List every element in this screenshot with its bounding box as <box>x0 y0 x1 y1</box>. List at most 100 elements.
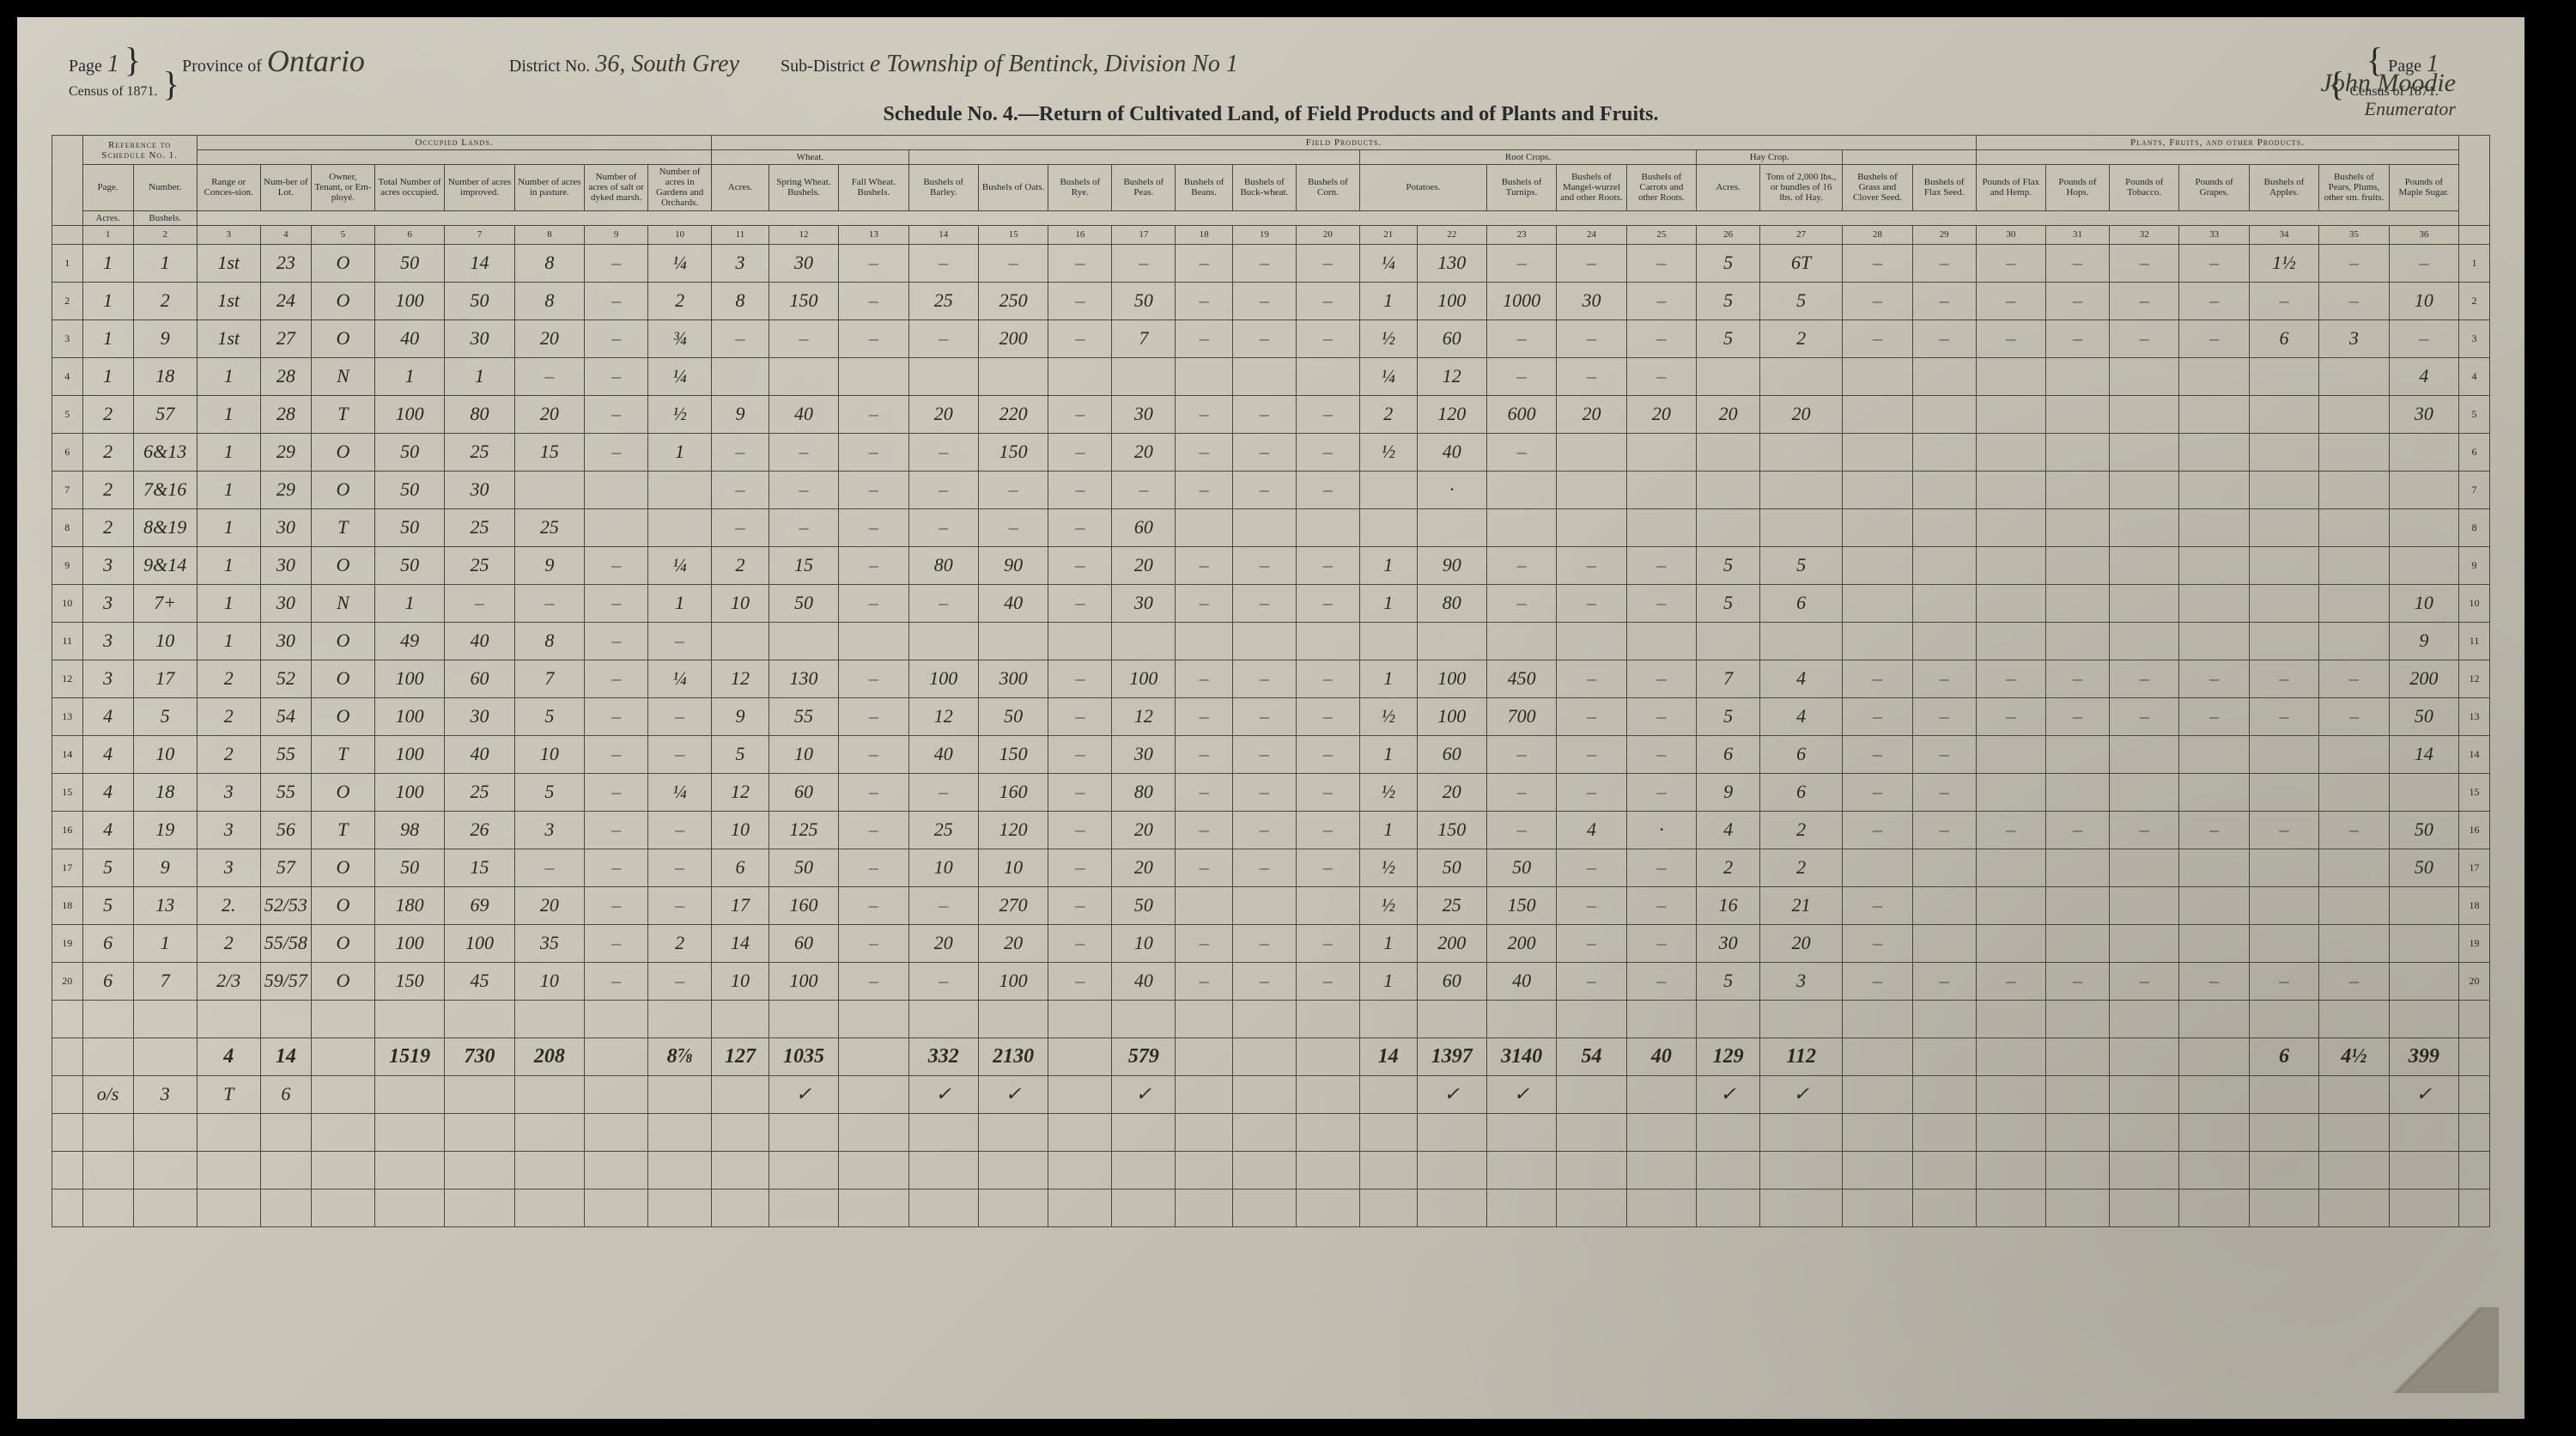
cell: – <box>1176 735 1233 773</box>
cell <box>2046 357 2110 395</box>
cell: 5 <box>1697 546 1760 584</box>
cell: 1 <box>82 319 133 357</box>
col-number: 27 <box>1760 225 1843 244</box>
cell: – <box>2110 697 2179 735</box>
cell <box>1697 357 1760 395</box>
cell: 2 <box>82 508 133 546</box>
table-row: 185132.52/53O1806920––17160––270–50½2515… <box>52 886 2490 924</box>
cell: – <box>1048 697 1112 735</box>
cell: 1 <box>133 924 197 962</box>
cell: – <box>839 697 908 735</box>
cell: 3 <box>197 773 260 811</box>
cell: 30 <box>1112 584 1176 622</box>
cell: – <box>1557 773 1626 811</box>
cell: – <box>1486 244 1556 282</box>
row-index-left: 15 <box>52 773 83 811</box>
cell: – <box>1176 811 1233 849</box>
cell: 100 <box>374 282 444 319</box>
cell: 29 <box>260 433 311 471</box>
table-row: 1961255/58O10010035–21460–2020–10–––1200… <box>52 924 2490 962</box>
check-cell <box>374 1075 444 1113</box>
cell: O <box>311 622 374 660</box>
cell: – <box>839 735 908 773</box>
cell: 8 <box>514 244 584 282</box>
cell: 30 <box>1112 395 1176 433</box>
cell: O <box>311 773 374 811</box>
cell <box>2110 924 2179 962</box>
cell <box>2046 584 2110 622</box>
cell: – <box>1843 244 1912 282</box>
cell: 25 <box>445 508 514 546</box>
cell: 20 <box>908 395 978 433</box>
cell: ¼ <box>648 546 712 584</box>
cell: 150 <box>374 962 444 1000</box>
col-h: Pounds of Grapes. <box>2179 165 2249 210</box>
col-h: Bushels of Pears, Plums, other sm. fruit… <box>2319 165 2389 210</box>
cell <box>2179 924 2249 962</box>
cell: 54 <box>260 697 311 735</box>
cell: 3 <box>82 584 133 622</box>
cell <box>1557 433 1626 471</box>
cell: 9 <box>1697 773 1760 811</box>
check-cell: ✓ <box>769 1075 838 1113</box>
cell: 160 <box>769 886 838 924</box>
cell <box>2110 508 2179 546</box>
cell: 13 <box>133 886 197 924</box>
cell: – <box>2249 282 2318 319</box>
cell <box>2110 584 2179 622</box>
col-number: 23 <box>1486 225 1556 244</box>
table-row: 16419356T98263––10125–25120–20–––1150–4·… <box>52 811 2490 849</box>
cell: – <box>1048 773 1112 811</box>
cell: 12 <box>712 660 769 697</box>
cell: 12 <box>908 697 978 735</box>
col-h: Bushels of Grass and Clover Seed. <box>1843 165 1912 210</box>
cell: – <box>1232 395 1296 433</box>
cell: – <box>1486 773 1556 811</box>
cell <box>769 622 838 660</box>
cell: – <box>1048 471 1112 508</box>
cell: N <box>311 357 374 395</box>
cell <box>1557 622 1626 660</box>
cell: – <box>1912 282 1976 319</box>
cell: – <box>514 849 584 886</box>
cell: – <box>585 395 648 433</box>
cell: 1 <box>1359 282 1417 319</box>
cell: 12 <box>1112 697 1176 735</box>
cell <box>1976 584 2045 622</box>
cell <box>1976 471 2045 508</box>
col-number: 34 <box>2249 225 2318 244</box>
blank-row <box>52 1113 2490 1151</box>
cell: T <box>311 395 374 433</box>
cell: 9 <box>712 395 769 433</box>
cell: 40 <box>445 622 514 660</box>
cell: 5 <box>133 697 197 735</box>
cell: – <box>585 811 648 849</box>
cell: 50 <box>2389 849 2458 886</box>
cell <box>978 622 1048 660</box>
cell: – <box>1232 697 1296 735</box>
cell: – <box>1232 962 1296 1000</box>
cell: 50 <box>374 244 444 282</box>
brace-icon: { <box>2366 52 2383 69</box>
cell <box>1843 546 1912 584</box>
cell: 100 <box>1112 660 1176 697</box>
cell <box>1557 508 1626 546</box>
cell: – <box>1296 924 1359 962</box>
cell: 1 <box>197 395 260 433</box>
cell: 1 <box>197 546 260 584</box>
cell: 3 <box>514 811 584 849</box>
cell: 10 <box>1112 924 1176 962</box>
cell: – <box>1048 395 1112 433</box>
cell: – <box>1176 471 1233 508</box>
table-row: 727&16129O5030––––––––––·7 <box>52 471 2490 508</box>
total-cell: 129 <box>1697 1037 1760 1075</box>
check-cell: o/s <box>82 1075 133 1113</box>
cell: – <box>2179 962 2249 1000</box>
cell <box>1296 357 1359 395</box>
cell: – <box>839 773 908 811</box>
table-row: 5257128T1008020–½940–20220–30–––21206002… <box>52 395 2490 433</box>
cell: 69 <box>445 886 514 924</box>
col-h: Number of acres in pasture. <box>514 165 584 210</box>
total-cell: 730 <box>445 1037 514 1075</box>
cell: 150 <box>978 735 1048 773</box>
